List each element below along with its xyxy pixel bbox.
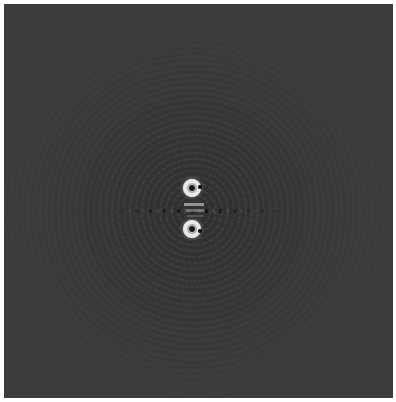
ring: [123, 140, 265, 282]
ring: [48, 65, 340, 357]
lower-bright-spot: [179, 216, 205, 242]
streak-dot: [212, 209, 215, 213]
concentric-ring-pattern: [4, 20, 385, 398]
ring: [42, 59, 346, 363]
ring: [90, 107, 298, 315]
streak-dot: [121, 209, 124, 213]
ring: [30, 47, 358, 375]
streak-dot: [226, 209, 229, 213]
ring: [93, 110, 295, 312]
streak-dot: [261, 209, 264, 213]
ring: [45, 62, 343, 360]
ring: [108, 125, 280, 297]
ring: [99, 116, 289, 306]
ring: [105, 122, 283, 300]
streak-dot: [219, 209, 222, 213]
streak-dot: [128, 209, 131, 213]
ring: [96, 113, 292, 309]
ring: [39, 56, 349, 366]
ring: [57, 74, 331, 348]
ring: [84, 101, 304, 321]
ring: [60, 77, 328, 345]
ring: [132, 149, 256, 273]
streak-dot: [240, 209, 243, 213]
ring: [111, 128, 277, 294]
ring: [36, 53, 352, 369]
ring: [147, 164, 241, 258]
ring: [129, 146, 259, 276]
upper-bright-spot: [179, 175, 205, 201]
streak-dot: [233, 209, 236, 213]
ring: [150, 167, 238, 255]
streak-dot: [275, 209, 278, 213]
ring: [12, 29, 376, 393]
ring: [117, 134, 271, 288]
ring: [135, 152, 253, 270]
ring: [69, 86, 319, 336]
ring: [54, 71, 334, 351]
ring: [33, 50, 355, 372]
streak-dot: [170, 209, 173, 213]
center-fringes: [184, 203, 204, 217]
ring: [78, 95, 310, 327]
ring: [15, 32, 373, 390]
ring: [87, 104, 301, 318]
ring: [24, 41, 364, 381]
ring: [120, 137, 268, 285]
streak-dot: [114, 209, 117, 213]
streak-dot: [247, 209, 250, 213]
diffraction-pattern-graphic: [4, 4, 393, 398]
ring: [66, 83, 322, 339]
ring: [9, 26, 379, 396]
streak-dot: [205, 209, 208, 213]
ring: [138, 155, 250, 267]
streak-dot: [268, 209, 271, 213]
streak-dot: [156, 209, 159, 213]
ring: [4, 20, 385, 398]
ring: [63, 80, 325, 342]
ring: [72, 89, 316, 333]
ring: [144, 161, 244, 261]
streak-dot: [254, 209, 257, 213]
streak-dot: [163, 209, 166, 213]
ring: [102, 119, 286, 303]
ring: [21, 38, 367, 384]
streak-dot: [184, 209, 187, 213]
streak-dot: [135, 209, 138, 213]
ring: [114, 131, 274, 291]
ring: [27, 44, 361, 378]
ring: [18, 35, 370, 387]
ring: [51, 68, 337, 354]
diffraction-image: [4, 4, 393, 398]
ring: [6, 23, 382, 398]
ring: [126, 143, 262, 279]
ring: [75, 92, 313, 330]
ring: [177, 194, 211, 228]
ring: [81, 98, 307, 324]
ring: [141, 158, 247, 264]
streak-dot: [142, 209, 145, 213]
streak-dot: [149, 209, 152, 213]
streak-dot: [177, 209, 180, 213]
